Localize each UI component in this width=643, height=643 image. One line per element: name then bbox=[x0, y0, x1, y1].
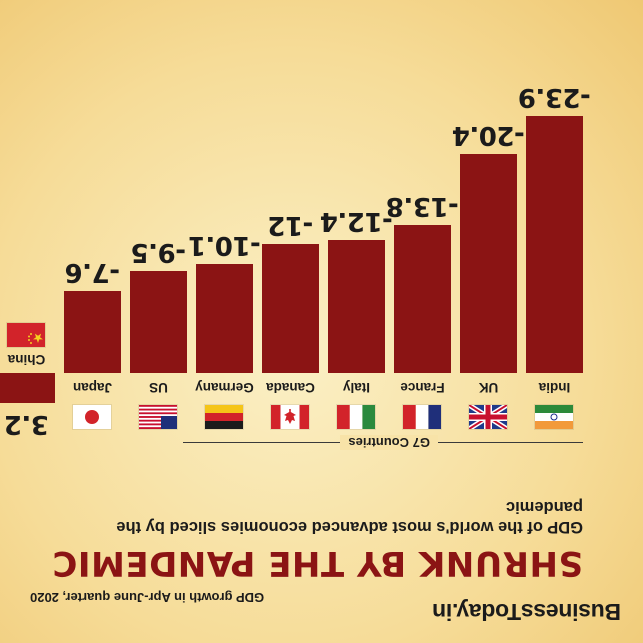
category-label-china: China bbox=[7, 352, 46, 367]
bar-france bbox=[394, 224, 451, 373]
bar-japan bbox=[64, 291, 121, 373]
bar-india bbox=[526, 116, 583, 373]
uk-flag-icon bbox=[469, 405, 508, 429]
source-note: GDP growth in Apr-June quarter, 2020 bbox=[30, 590, 265, 605]
us-flag-icon bbox=[139, 405, 178, 429]
category-label-canada: Canada bbox=[266, 380, 315, 395]
india-flag-icon bbox=[535, 405, 574, 429]
value-label-uk: -20.4 bbox=[452, 119, 525, 150]
category-label-germany: Germany bbox=[195, 380, 254, 395]
value-label-japan: -7.6 bbox=[65, 257, 120, 288]
bar-china bbox=[0, 373, 55, 404]
category-label-us: US bbox=[149, 380, 168, 395]
category-label-india: India bbox=[538, 380, 571, 395]
category-label-uk: UK bbox=[478, 380, 499, 395]
france-flag-icon bbox=[403, 405, 442, 429]
bar-us bbox=[130, 270, 187, 373]
brand-logo: BusinessToday.in bbox=[432, 599, 621, 625]
subtitle: GDP of the world's most advanced economi… bbox=[116, 498, 583, 536]
germany-flag-icon bbox=[205, 405, 244, 429]
category-label-japan: Japan bbox=[72, 380, 113, 395]
value-label-china: 3.2 bbox=[4, 409, 49, 440]
category-label-france: France bbox=[400, 380, 445, 395]
china-flag-icon bbox=[7, 323, 46, 347]
category-label-italy: Italy bbox=[343, 380, 371, 395]
bar-canada bbox=[262, 244, 319, 373]
japan-flag-icon bbox=[73, 405, 112, 429]
italy-flag-icon bbox=[337, 405, 376, 429]
bar-italy bbox=[328, 239, 385, 373]
bar-uk bbox=[460, 153, 517, 373]
headline: SHRUNK BY THE PANDEMIC bbox=[51, 543, 583, 583]
value-label-india: -23.9 bbox=[518, 82, 591, 113]
g7-label: G7 Countries bbox=[340, 435, 438, 450]
bar-germany bbox=[196, 264, 253, 373]
canada-flag-icon bbox=[271, 405, 310, 429]
